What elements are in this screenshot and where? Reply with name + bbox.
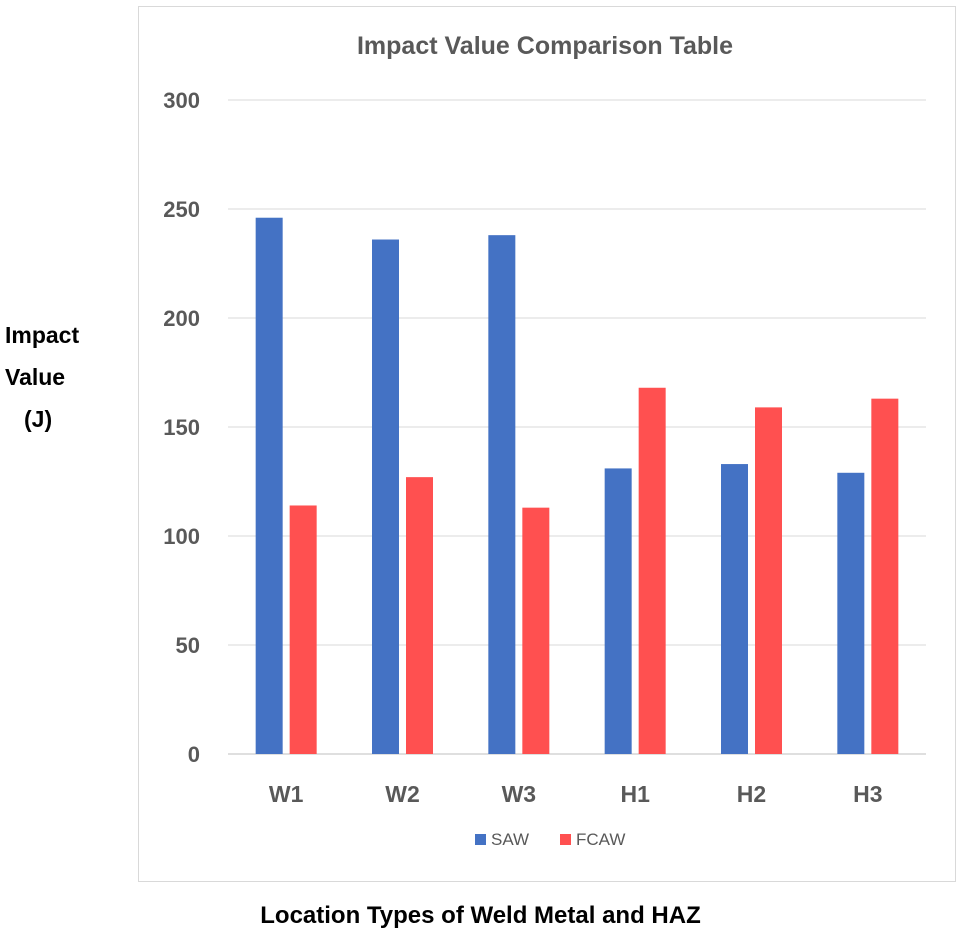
- x-tick-label: W2: [385, 781, 420, 807]
- bar-saw-w1: [255, 217, 283, 755]
- x-tick-label: W3: [502, 781, 537, 807]
- bar-saw-h3: [837, 472, 865, 754]
- y-tick-label: 0: [188, 742, 200, 767]
- x-tick-label: W1: [269, 781, 304, 807]
- bars: [255, 217, 899, 755]
- legend-swatch-saw: [475, 834, 486, 845]
- y-axis-ticks: 0 50 100 150 200 250 300: [163, 88, 200, 767]
- bar-saw-h1: [604, 468, 632, 754]
- y-tick-label: 250: [163, 197, 200, 222]
- y-tick-label: 300: [163, 88, 200, 113]
- legend-label-fcaw: FCAW: [576, 830, 625, 849]
- y-tick-label: 100: [163, 524, 200, 549]
- y-tick-label: 50: [176, 633, 200, 658]
- bar-saw-h2: [721, 464, 748, 754]
- x-axis-label: Location Types of Weld Metal and HAZ: [260, 902, 701, 929]
- x-tick-label: H1: [620, 781, 650, 807]
- y-axis-label-line2: Value: [5, 364, 66, 390]
- y-axis-label-line3: (J): [24, 406, 53, 432]
- x-tick-label: H3: [853, 781, 882, 807]
- bar-fcaw-w1: [289, 505, 317, 754]
- legend: SAW FCAW: [475, 830, 625, 849]
- gridlines: [228, 99, 926, 755]
- bar-fcaw-h1: [638, 387, 666, 754]
- y-tick-label: 200: [163, 306, 200, 331]
- chart-title: Impact Value Comparison Table: [357, 32, 733, 60]
- x-tick-label: H2: [737, 781, 766, 807]
- bar-saw-w2: [372, 239, 399, 754]
- y-axis-label-line1: Impact: [5, 322, 80, 348]
- bar-fcaw-w2: [406, 477, 433, 754]
- y-tick-label: 150: [163, 415, 200, 440]
- legend-swatch-fcaw: [560, 834, 571, 845]
- bar-saw-w3: [488, 235, 516, 754]
- bar-fcaw-w3: [522, 507, 550, 754]
- legend-label-saw: SAW: [491, 830, 529, 849]
- x-axis-ticks: W1 W2 W3 H1 H2 H3: [269, 781, 883, 807]
- bar-fcaw-h2: [755, 407, 782, 754]
- bar-fcaw-h3: [871, 398, 899, 754]
